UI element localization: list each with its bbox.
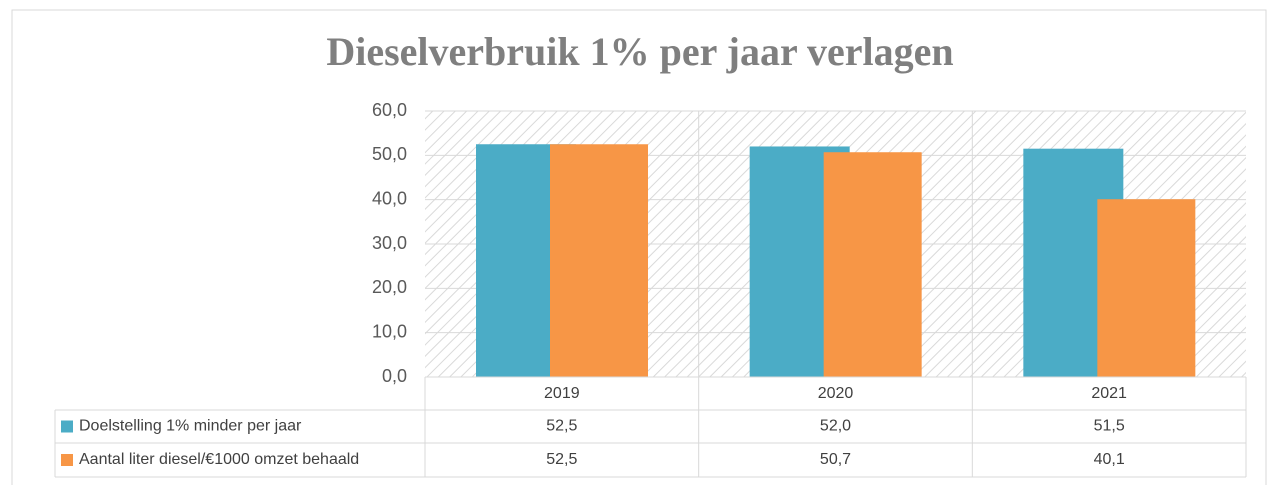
chart-title: Dieselverbruik 1% per jaar verlagen [326,29,953,74]
y-tick-label: 10,0 [372,321,407,341]
x-tick-label: 2021 [1091,385,1127,402]
x-tick-label: 2019 [544,385,580,402]
y-tick-label: 40,0 [372,188,407,208]
table-value: 52,5 [546,451,577,468]
table-value: 51,5 [1094,418,1125,435]
legend-key [61,420,73,433]
table-value: 52,5 [546,418,577,435]
y-tick-label: 30,0 [372,233,407,253]
y-tick-label: 50,0 [372,144,407,164]
y-tick-label: 20,0 [372,277,407,297]
table-value: 50,7 [820,451,851,468]
y-tick-label: 60,0 [372,100,407,120]
legend-label: Doelstelling 1% minder per jaar [79,418,302,435]
x-tick-label: 2020 [818,385,854,402]
legend-label: Aantal liter diesel/€1000 omzet behaald [79,451,359,468]
table-value: 52,0 [820,418,851,435]
bar [1097,199,1196,377]
bar [823,152,922,377]
bar [550,144,648,377]
y-tick-label: 0,0 [382,366,407,386]
table-value: 40,1 [1094,451,1125,468]
legend-key [61,454,73,466]
